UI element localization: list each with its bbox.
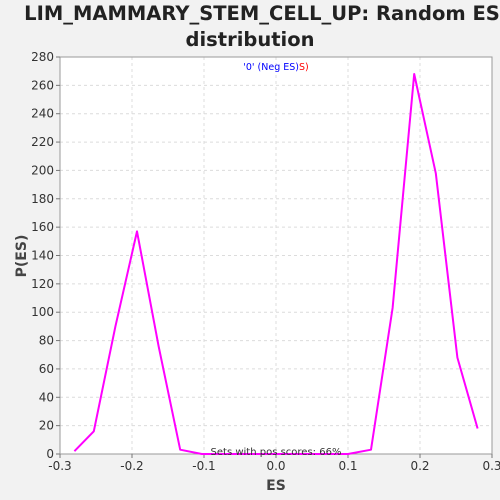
- y-tick-label: 200: [31, 163, 54, 177]
- x-tick-label: 0.0: [266, 459, 285, 473]
- y-tick-label: 180: [31, 192, 54, 206]
- chart-title-line2: distribution: [186, 28, 315, 51]
- annotation-pos-scores: Sets with pos scores: 66%: [211, 447, 342, 458]
- series-line-0: [73, 73, 479, 455]
- legend: '0' (Neg ES)S): [243, 62, 308, 73]
- y-tick-label: 80: [39, 334, 54, 348]
- x-tick-label: 0.1: [338, 459, 357, 473]
- x-axis-title: ES: [266, 478, 286, 494]
- x-tick-label: -0.2: [120, 459, 143, 473]
- y-axis-ticks: 0 20 40 60 80 100 120 140 160 180 200 220 240 260 280: [31, 50, 60, 461]
- y-tick-label: 160: [31, 220, 54, 234]
- y-tick-label: 220: [31, 135, 54, 149]
- y-tick-label: 280: [31, 50, 54, 64]
- x-tick-label: -0.3: [48, 459, 71, 473]
- legend-entry-1: S): [299, 62, 309, 73]
- x-tick-label: -0.1: [192, 459, 215, 473]
- y-tick-label: 120: [31, 277, 54, 291]
- y-tick-label: 240: [31, 107, 54, 121]
- legend-entry-0: '0' (Neg ES): [243, 62, 299, 73]
- y-axis-title: P(ES): [14, 235, 30, 278]
- x-tick-label: 0.3: [482, 459, 500, 473]
- y-tick-label: 60: [39, 362, 54, 376]
- series-group: [73, 73, 479, 455]
- y-tick-label: 260: [31, 78, 54, 92]
- x-axis-ticks: -0.3 -0.2 -0.1 0.0 0.1 0.2 0.3: [48, 454, 500, 473]
- x-tick-label: 0.2: [410, 459, 429, 473]
- y-tick-label: 20: [39, 419, 54, 433]
- y-tick-label: 40: [39, 390, 54, 404]
- chart-title-line1: LIM_MAMMARY_STEM_CELL_UP: Random ES: [24, 2, 500, 25]
- y-tick-label: 0: [46, 447, 54, 461]
- y-tick-label: 100: [31, 305, 54, 319]
- y-tick-label: 140: [31, 249, 54, 263]
